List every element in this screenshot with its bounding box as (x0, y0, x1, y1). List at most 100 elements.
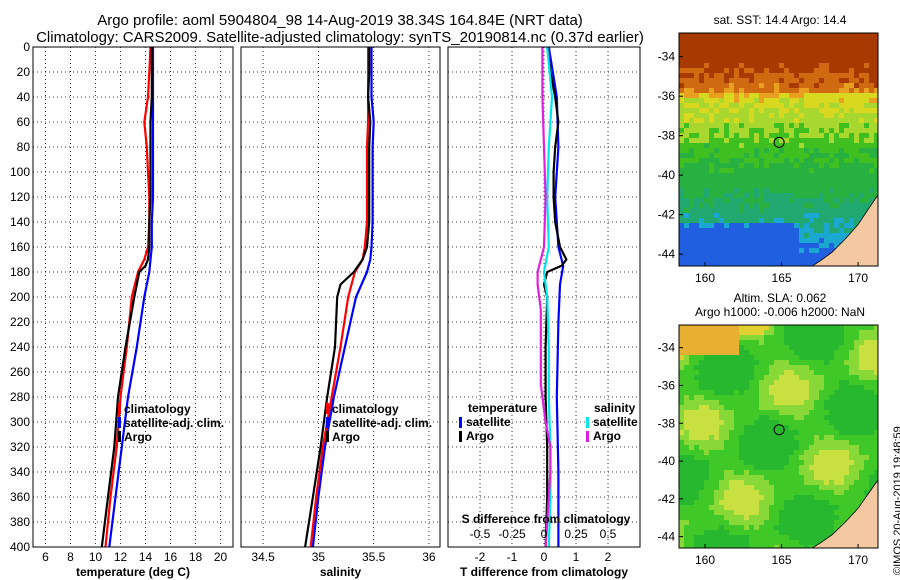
sla-map-cell (859, 415, 865, 421)
sla-map-cell (709, 335, 715, 341)
sla-map-cell (789, 460, 795, 466)
sla-map-cell (809, 485, 815, 491)
sst-map-cell (799, 123, 805, 129)
sla-map-cell (699, 540, 705, 546)
sst-map-cell (769, 133, 775, 139)
sla-map-cell (714, 485, 720, 491)
sla-map-cell (804, 350, 810, 356)
sla-map-cell (709, 505, 715, 511)
sla-map-cell (784, 385, 790, 391)
sst-map-cell (749, 38, 755, 44)
sla-map-cell (794, 375, 800, 381)
sla-map-cell (854, 460, 860, 466)
sla-map-cell (784, 475, 790, 481)
sla-map-cell (699, 350, 705, 356)
sst-map-cell (744, 213, 750, 219)
sla-map-cell (689, 375, 695, 381)
sst-map-ytick-label: -40 (658, 168, 676, 182)
sst-map-cell (859, 148, 865, 154)
sst-map-cell (874, 188, 878, 194)
sst-map-cell (849, 53, 855, 59)
sla-map-cell (874, 350, 878, 356)
sst-map-cell (824, 253, 830, 259)
sst-map-cell (849, 148, 855, 154)
sla-map-cell (699, 425, 705, 431)
sla-map-cell (734, 525, 740, 531)
sst-map-cell (774, 68, 780, 74)
salinity-panel-xtick-label: 35.5 (362, 550, 386, 564)
sst-map-cell (874, 83, 878, 89)
sst-map-cell (714, 228, 720, 234)
sst-map-cell (729, 228, 735, 234)
sla-map-cell (714, 360, 720, 366)
sst-map-cell (769, 73, 775, 79)
sla-map-cell (689, 535, 695, 541)
sla-map-cell (784, 325, 790, 331)
sst-map-cell (759, 78, 765, 84)
sst-map-cell (694, 213, 700, 219)
sla-map-cell (714, 365, 720, 371)
sla-map-cell (789, 325, 795, 331)
sst-map-cell (709, 43, 715, 49)
sst-map-cell (859, 173, 865, 179)
sst-map-cell (689, 83, 695, 89)
sla-map-cell (789, 535, 795, 541)
sst-map-cell (699, 108, 705, 114)
sst-map-cell (734, 168, 740, 174)
sla-map-cell (789, 475, 795, 481)
sst-map-cell (859, 78, 865, 84)
sst-map-cell (839, 193, 845, 199)
sst-map-cell (749, 213, 755, 219)
sla-map-cell (739, 525, 745, 531)
sst-map-cell (734, 118, 740, 124)
sst-map-cell (839, 83, 845, 89)
sst-map-cell (769, 173, 775, 179)
sst-map-cell (829, 143, 835, 149)
sla-map-cell (734, 355, 740, 361)
sst-map-cell (834, 103, 840, 109)
sla-map-cell (824, 515, 830, 521)
sla-map-cell (839, 335, 845, 341)
sla-map-cell (814, 390, 820, 396)
sla-map-cell (699, 535, 705, 541)
sst-map-cell (774, 153, 780, 159)
sla-map-cell (839, 340, 845, 346)
sla-map-cell (774, 510, 780, 516)
sla-map-cell (809, 400, 815, 406)
sst-map-cell (699, 208, 705, 214)
sst-map-cell (689, 248, 695, 254)
sla-map-cell (809, 510, 815, 516)
sst-map-cell (804, 128, 810, 134)
sla-map-cell (839, 360, 845, 366)
sst-map-cell (734, 218, 740, 224)
sst-map-cell (799, 158, 805, 164)
sla-map-cell (759, 395, 765, 401)
salinity-panel-legend-label: Argo (332, 430, 360, 444)
sla-map-cell (809, 450, 815, 456)
sst-map-cell (869, 173, 875, 179)
sst-map-cell (819, 113, 825, 119)
sla-map-cell (729, 470, 735, 476)
sla-map-cell (694, 385, 700, 391)
sla-map-cell (719, 335, 725, 341)
sla-map-cell (709, 510, 715, 516)
sst-map-cell (779, 238, 785, 244)
sla-map-cell (834, 375, 840, 381)
sst-map-cell (739, 83, 745, 89)
sla-map-cell (819, 510, 825, 516)
sla-map-cell (704, 360, 710, 366)
sla-map-cell (854, 410, 860, 416)
sst-map-cell (684, 138, 690, 144)
sla-map-cell (709, 415, 715, 421)
sst-map-cell (864, 123, 870, 129)
sst-map-cell (834, 203, 840, 209)
sla-map-cell (679, 425, 685, 431)
sla-map-cell (779, 385, 785, 391)
sla-map-cell (704, 510, 710, 516)
sst-map-cell (744, 48, 750, 54)
chart-title-line-2: Climatology: CARS2009. Satellite-adjuste… (36, 29, 644, 46)
sla-map-cell (849, 360, 855, 366)
sst-map-cell (699, 233, 705, 239)
sla-map-cell (784, 380, 790, 386)
diff-legend-sal-title: salinity (594, 401, 636, 415)
